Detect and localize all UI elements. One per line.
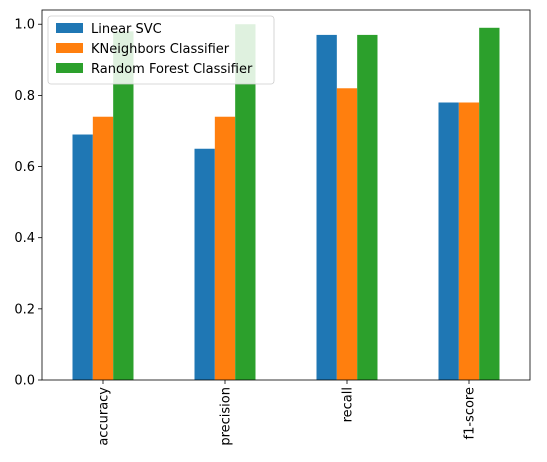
x-tick-label-accuracy: accuracy [97, 387, 112, 446]
bar-f1-score-series-1 [458, 102, 480, 380]
bar-accuracy-series-2 [113, 31, 134, 380]
bars-layer [72, 24, 500, 381]
bar-recall-series-0 [316, 34, 337, 381]
y-tick-label: 0.4 [14, 231, 35, 246]
legend-label-2: Random Forest Classifier [91, 62, 253, 77]
legend-swatch-1 [56, 43, 83, 53]
bar-precision-series-2 [235, 24, 256, 380]
x-tick-label-precision: precision [219, 387, 234, 446]
x-tick-label-f1-score: f1-score [463, 387, 478, 439]
bar-f1-score-series-0 [438, 102, 459, 380]
y-tick-label: 0.0 [14, 374, 35, 389]
bar-accuracy-series-0 [72, 134, 93, 380]
bar-recall-series-2 [357, 34, 378, 381]
legend-label-0: Linear SVC [91, 22, 162, 37]
legend: Linear SVC KNeighbors Classifier Random Fo… [47, 15, 275, 85]
bar-precision-series-0 [194, 148, 215, 380]
x-tick-label-recall: recall [341, 387, 356, 422]
bar-f1-score-series-2 [479, 27, 500, 380]
bar-precision-series-1 [214, 116, 236, 380]
legend-swatch-0 [56, 23, 83, 33]
bar-recall-series-1 [336, 88, 358, 381]
bar-accuracy-series-1 [92, 116, 114, 380]
axes-frame [41, 9, 531, 381]
y-tick-label: 0.8 [14, 89, 35, 104]
legend-swatch-2 [56, 63, 83, 73]
legend-box [47, 15, 275, 85]
y-tick-label: 0.6 [14, 160, 35, 175]
legend-label-1: KNeighbors Classifier [91, 42, 230, 57]
y-tick-label: 1.0 [14, 18, 35, 33]
y-tick-label: 0.2 [14, 302, 35, 317]
axes-layer: 0.0 0.2 0.4 0.6 0.8 1.0 accuracy precision recal… [14, 9, 531, 446]
